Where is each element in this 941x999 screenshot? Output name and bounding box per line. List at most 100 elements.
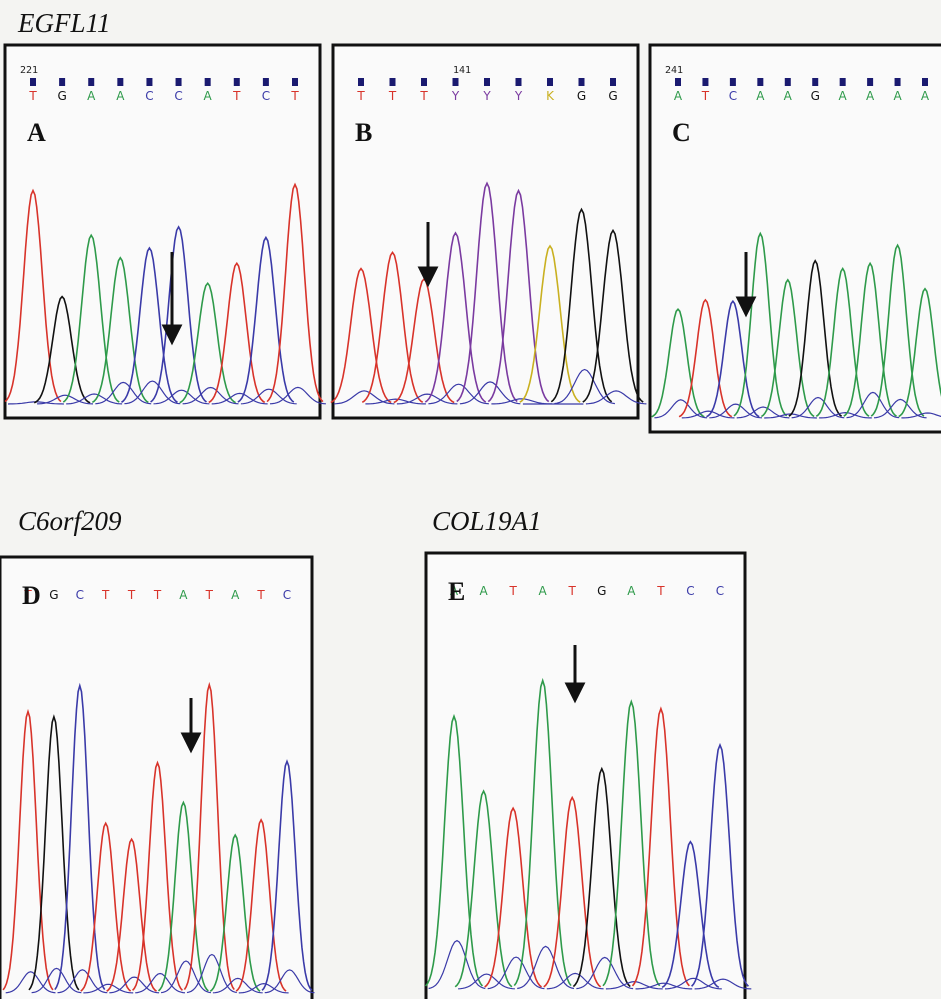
base-block [117,78,124,86]
trace-peak [631,706,690,987]
trace-peak [661,840,720,989]
base-call: G [57,89,66,103]
base-call: T [388,89,397,103]
base-block [922,78,928,86]
base-block [30,78,36,86]
trace-background [654,399,708,419]
panel-label: B [355,118,372,147]
trace-background [31,967,82,994]
base-call: A [87,89,96,103]
base-call: A [921,89,930,103]
position-number: 221 [20,65,38,76]
base-block [59,78,66,86]
arrow-head [161,324,183,346]
base-call: T [256,588,265,602]
base-block [515,78,522,86]
trace-background [264,969,315,994]
trace-peak [870,243,925,417]
trace-background [694,978,752,990]
trace-peak [513,677,572,987]
base-block [358,78,364,86]
base-call: A [179,588,188,602]
trace-background [161,960,211,994]
trace-background [709,403,763,419]
base-call: G [811,89,820,103]
trace-peak [361,250,424,403]
trace-peak [706,299,760,418]
trace-background [365,398,426,405]
base-block [610,78,616,86]
trace-peak [602,699,661,987]
base-call: A [479,584,488,598]
base-block [839,78,846,86]
chromatogram-panel: 221 T G A A C C A T C T A [3,43,326,420]
trace-peak [33,295,91,404]
base-call: C [729,89,737,103]
base-block [233,78,240,86]
base-block [757,78,764,86]
trace-background [211,392,268,405]
gene-title: EGFL11 [17,8,111,38]
base-call: A [866,89,875,103]
trace-peak [235,818,287,992]
trace-peak [487,188,550,403]
trace-peak [121,246,178,403]
trace-peak [760,278,815,418]
trace-background [182,386,239,405]
trace-peak [484,806,543,988]
base-call: T [701,89,710,103]
trace-peak [2,708,54,991]
chromatogram-panel: T G C T T T A T A T CD [0,555,315,999]
trace-background [95,381,152,405]
trace-peak [91,256,149,404]
trace-background [333,390,395,405]
trace-peak [80,821,132,992]
base-call: T [568,584,577,598]
panel-frame [648,43,941,434]
base-block [175,78,182,86]
base-call: G [577,89,586,103]
arrow-head [564,682,586,704]
base-call: A [539,584,548,598]
trace-peak [651,307,705,418]
trace-peak [843,261,897,417]
panels: 221 T G A A C C A T C T A 141 T T T Y Y Y K G G B 241 A T C A A G A A A A… [0,43,941,999]
trace-background [487,956,545,990]
trace-peak [54,682,106,991]
trace-background [37,394,94,405]
base-call: A [784,89,793,103]
panel-label: C [672,118,691,147]
trace-background [269,386,326,405]
arrow-head [180,732,202,754]
base-call: T [290,89,299,103]
trace-peak [788,259,843,417]
base-call: T [419,89,428,103]
trace-background [819,411,872,419]
base-block [421,78,427,86]
trace-peak [543,795,602,988]
base-block [702,78,709,86]
trace-peak [62,233,120,403]
trace-background [458,973,515,990]
trace-peak [179,281,237,404]
trace-background [546,972,604,990]
base-call: A [674,89,683,103]
chromatogram-panel: 141 T T T Y Y Y K G G B [330,43,647,420]
trace-peak [519,244,581,403]
trace-background [517,945,575,990]
base-block [262,78,269,86]
trace-background [212,977,263,994]
trace-peak [691,742,749,987]
base-call: T [101,588,110,602]
base-call: T [356,89,365,103]
trace-background [901,412,941,419]
base-call: C [283,588,291,602]
base-call: A [839,89,848,103]
trace-peak [898,287,941,418]
base-call: C [174,89,182,103]
panel-frame [0,555,314,999]
trace-background [491,398,552,405]
base-call: T [508,584,517,598]
arrow-head [417,266,439,288]
